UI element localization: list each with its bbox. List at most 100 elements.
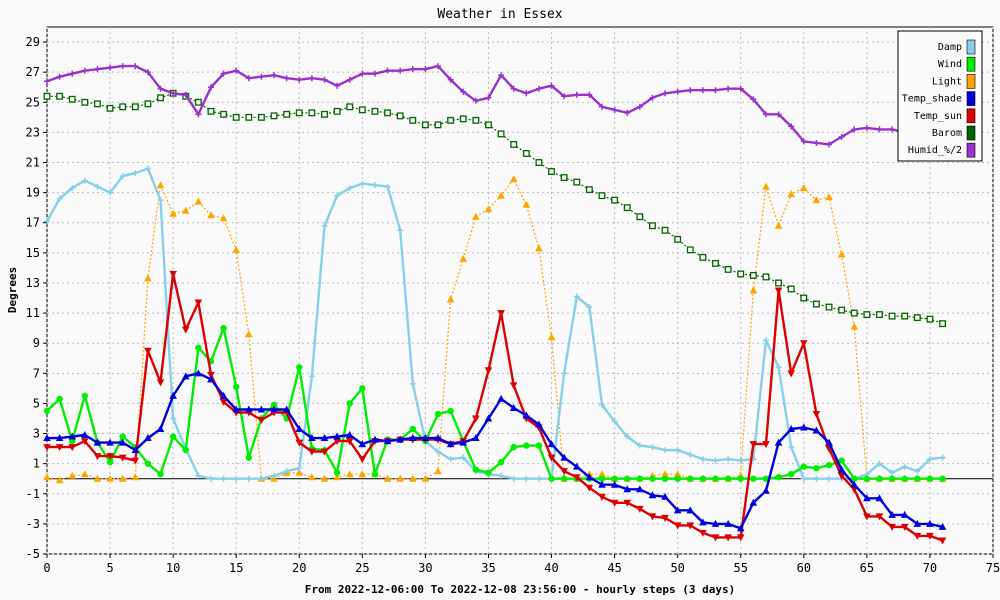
temp-shade-point xyxy=(699,518,707,526)
barom-point xyxy=(838,306,846,314)
temp-shade-point xyxy=(686,506,695,514)
humid-2-point xyxy=(271,72,278,79)
barom-point xyxy=(522,150,530,157)
temp-shade-point xyxy=(320,434,329,442)
damp-point xyxy=(56,195,63,202)
temp-sun-point xyxy=(636,505,644,513)
y-tick-label: 27 xyxy=(26,65,40,79)
damp-point xyxy=(157,197,164,204)
barom-point xyxy=(81,98,89,106)
barom-point xyxy=(888,312,896,320)
barom-point xyxy=(409,116,417,124)
wind-point xyxy=(926,475,934,482)
humid-2-point xyxy=(687,87,694,94)
temp-shade-point xyxy=(43,434,51,442)
humid-2-point xyxy=(737,85,744,92)
humid-2-point xyxy=(296,76,303,83)
wind-point xyxy=(548,475,555,482)
y-tick-label: 23 xyxy=(26,125,40,139)
temp-sun-point xyxy=(472,415,480,423)
temp-shade-point xyxy=(673,506,682,514)
temp-shade-point xyxy=(900,510,909,518)
temp-sun-point xyxy=(648,513,657,521)
wind-point xyxy=(434,410,442,418)
humid-2-point xyxy=(498,72,505,79)
y-tick-label: 1 xyxy=(33,457,40,471)
temp-shade-point xyxy=(421,434,430,442)
wind-point xyxy=(296,364,303,371)
barom-point xyxy=(737,270,745,278)
barom-point xyxy=(648,222,656,230)
light-point xyxy=(446,295,455,303)
barom-point xyxy=(623,204,631,212)
humid-2-point xyxy=(889,126,896,133)
wind-point xyxy=(485,469,492,476)
light-point xyxy=(320,474,329,482)
damp-point xyxy=(258,475,265,482)
barom-point xyxy=(674,235,682,243)
temp-shade-point xyxy=(472,434,480,442)
damp-point xyxy=(598,401,605,408)
series-line-humid-2 xyxy=(46,64,918,146)
temp-shade-point xyxy=(446,440,455,448)
barom-point xyxy=(447,116,455,124)
light-point xyxy=(421,474,430,482)
wind-point xyxy=(270,401,278,409)
barom-point xyxy=(686,246,694,254)
y-tick-label: 21 xyxy=(26,156,40,170)
wind-point xyxy=(233,383,240,391)
humid-2-point xyxy=(636,103,643,110)
temp-shade-point xyxy=(232,405,240,413)
light-point xyxy=(408,474,417,482)
humid-2-point xyxy=(283,75,290,82)
humid-2-point xyxy=(435,63,442,70)
wind-point xyxy=(119,433,126,440)
damp-point xyxy=(826,475,833,482)
barom-point xyxy=(825,303,833,311)
y-tick-label: 7 xyxy=(33,366,40,380)
wind-point xyxy=(649,475,656,482)
light-point xyxy=(598,470,606,478)
damp-point xyxy=(611,418,618,425)
y-tick-label: -1 xyxy=(26,487,40,501)
damp-point xyxy=(649,444,656,451)
damp-point xyxy=(435,448,442,455)
temp-shade-point xyxy=(434,434,442,442)
temp-shade-point xyxy=(509,403,518,411)
temp-sun-point xyxy=(560,468,568,476)
temp-shade-point xyxy=(81,431,89,439)
damp-point xyxy=(170,415,177,422)
y-tick-label: 17 xyxy=(26,216,40,230)
light-point xyxy=(774,221,783,229)
temp-shade-point xyxy=(497,394,505,402)
temp-sun-point xyxy=(55,444,64,452)
wind-point xyxy=(497,458,505,466)
barom-point xyxy=(661,226,669,234)
temp-sun-point xyxy=(875,513,884,521)
wind-point xyxy=(510,443,517,451)
barom-point xyxy=(724,265,732,273)
humid-2-point xyxy=(826,141,833,148)
damp-point xyxy=(460,454,467,461)
y-tick-label: 13 xyxy=(26,276,40,290)
temp-shade-point xyxy=(850,480,859,488)
temp-sun-point xyxy=(900,523,909,531)
wind-point xyxy=(523,442,530,449)
barom-point xyxy=(396,112,404,120)
damp-point xyxy=(889,469,896,476)
humid-2-point xyxy=(258,73,265,80)
wind-point xyxy=(750,475,757,482)
temp-sun-point xyxy=(194,299,203,307)
barom-point xyxy=(421,121,429,129)
damp-point xyxy=(283,468,290,475)
light-point xyxy=(812,196,821,204)
temp-shade-point xyxy=(749,498,758,506)
humid-2-point xyxy=(800,138,807,145)
temp-shade-point xyxy=(736,524,745,532)
temp-sun-point xyxy=(308,448,316,456)
wind-point xyxy=(636,475,644,482)
temp-shade-point xyxy=(762,486,770,494)
temp-sun-point xyxy=(156,379,165,387)
temp-shade-point xyxy=(875,494,884,502)
barom-point xyxy=(371,107,379,115)
